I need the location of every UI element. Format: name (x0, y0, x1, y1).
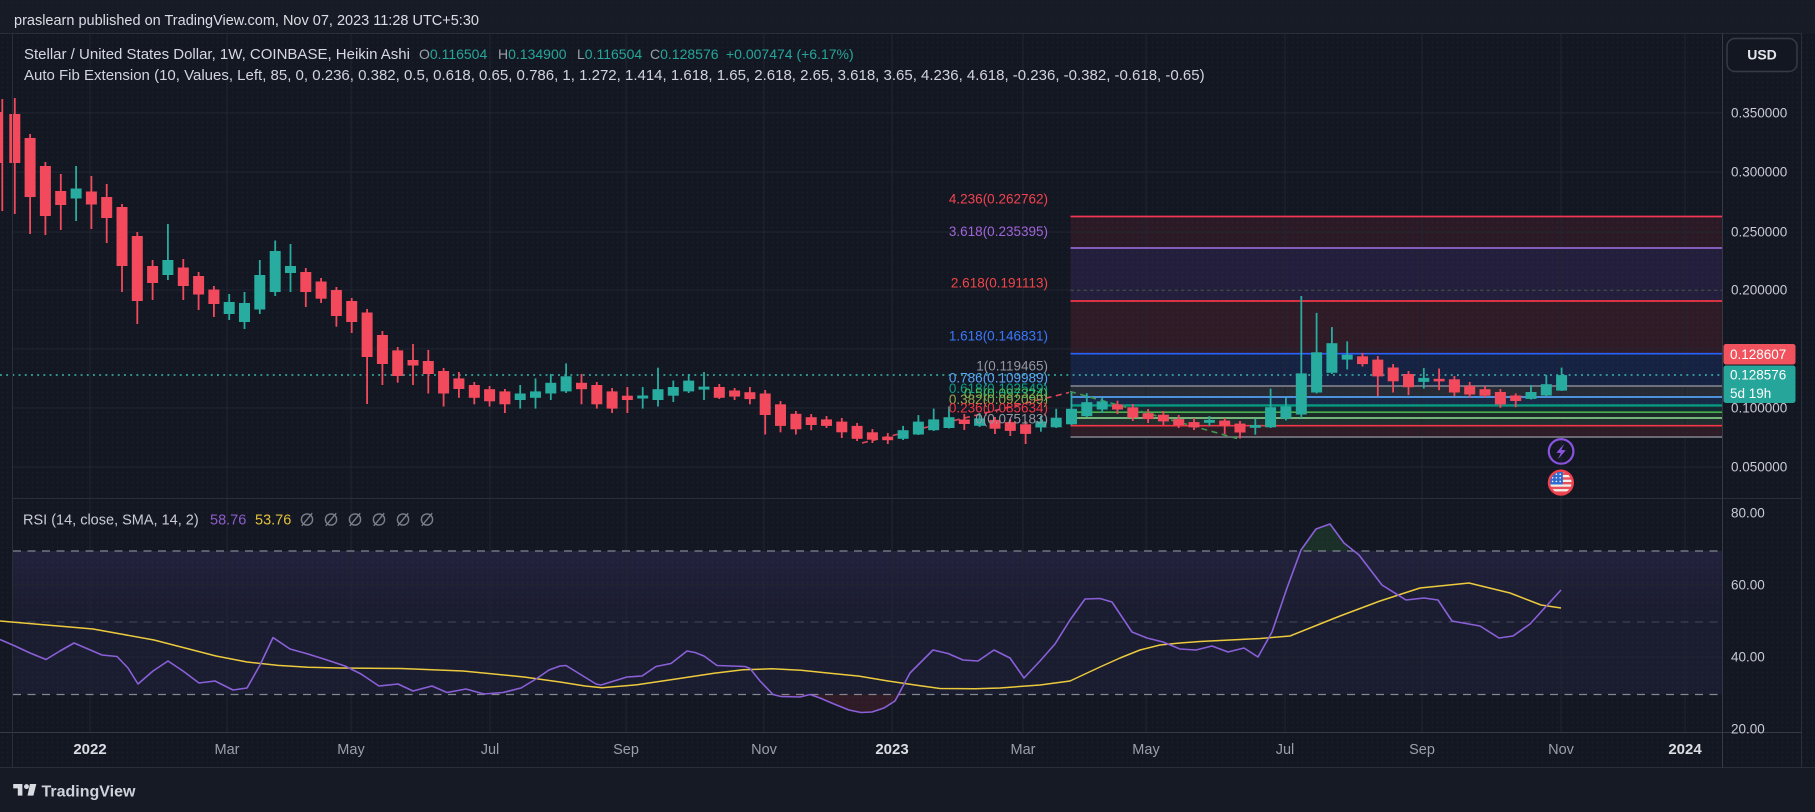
svg-text:0.300000: 0.300000 (1731, 165, 1787, 180)
svg-text:0.786(0.109989): 0.786(0.109989) (949, 371, 1048, 386)
svg-text:60.00: 60.00 (1731, 578, 1765, 593)
svg-text:Stellar / United States Dollar: Stellar / United States Dollar, 1W, COIN… (24, 46, 410, 63)
svg-text:0.382(0.092099): 0.382(0.092099) (949, 392, 1048, 407)
svg-text:Sep: Sep (1409, 742, 1435, 758)
svg-text:Nov: Nov (751, 742, 778, 758)
svg-text:0.050000: 0.050000 (1731, 460, 1787, 475)
svg-text:praslearn published on Trading: praslearn published on TradingView.com, … (14, 13, 479, 29)
svg-text:May: May (1132, 742, 1160, 758)
svg-text:Sep: Sep (613, 742, 639, 758)
svg-text:0.200000: 0.200000 (1731, 283, 1787, 298)
svg-text:80.00: 80.00 (1731, 506, 1765, 521)
svg-text:0.250000: 0.250000 (1731, 225, 1787, 240)
svg-text:4.236(0.262762): 4.236(0.262762) (949, 192, 1048, 207)
svg-text:2024: 2024 (1668, 741, 1702, 758)
svg-text:0.5(0.097324): 0.5(0.097324) (964, 386, 1048, 401)
svg-text:0.618(0.102549): 0.618(0.102549) (949, 381, 1048, 396)
svg-text:2023: 2023 (875, 741, 908, 758)
svg-text:1.618(0.146831): 1.618(0.146831) (949, 329, 1048, 344)
svg-text:5d 19h: 5d 19h (1730, 386, 1771, 401)
svg-text:53.76: 53.76 (255, 513, 291, 529)
svg-text:May: May (337, 742, 365, 758)
svg-text:3.618(0.235395): 3.618(0.235395) (949, 224, 1048, 239)
svg-text:58.76: 58.76 (210, 513, 246, 529)
svg-text:0(0.075183): 0(0.075183) (975, 412, 1048, 427)
svg-text:Jul: Jul (481, 742, 500, 758)
svg-text:RSI (14, close, SMA, 14, 2): RSI (14, close, SMA, 14, 2) (23, 513, 199, 529)
svg-text:0.128576: 0.128576 (1730, 368, 1786, 383)
svg-text:USD: USD (1747, 47, 1777, 63)
svg-text:0.350000: 0.350000 (1731, 106, 1787, 121)
svg-text:TradingView: TradingView (42, 784, 137, 801)
svg-text:20.00: 20.00 (1731, 722, 1765, 737)
svg-text:0.100000: 0.100000 (1731, 401, 1787, 416)
svg-text:Jul: Jul (1276, 742, 1295, 758)
svg-text:2022: 2022 (73, 741, 106, 758)
svg-text:1(0.119465): 1(0.119465) (976, 359, 1048, 374)
svg-text:Mar: Mar (215, 742, 240, 758)
svg-text:2.618(0.191113): 2.618(0.191113) (951, 276, 1048, 291)
svg-text:0.236(0.085634): 0.236(0.085634) (949, 401, 1048, 416)
svg-text:0.128607: 0.128607 (1730, 347, 1786, 362)
svg-text:Auto Fib Extension (10, Values: Auto Fib Extension (10, Values, Left, 85… (24, 67, 1205, 84)
svg-text:Mar: Mar (1011, 742, 1036, 758)
svg-text:Nov: Nov (1548, 742, 1575, 758)
svg-text:40.00: 40.00 (1731, 650, 1765, 665)
